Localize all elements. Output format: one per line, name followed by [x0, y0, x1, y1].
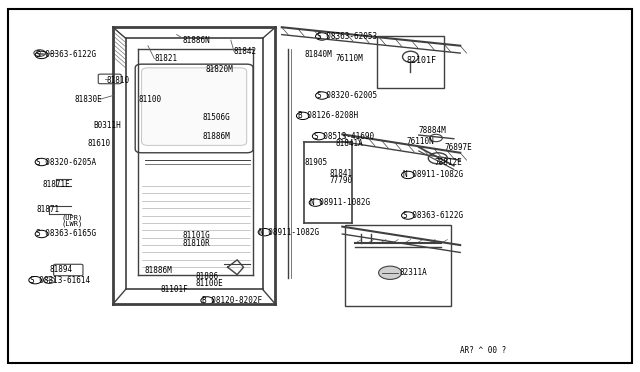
Text: 76897E: 76897E	[444, 143, 472, 152]
Circle shape	[34, 50, 45, 57]
Text: 81886M: 81886M	[145, 266, 173, 275]
Circle shape	[44, 277, 55, 283]
Text: 81886N: 81886N	[183, 36, 211, 45]
Text: 81871E: 81871E	[43, 180, 70, 189]
Text: 81100E: 81100E	[196, 279, 223, 288]
Text: B 08126-8208H: B 08126-8208H	[298, 111, 358, 121]
Text: 81810: 81810	[106, 76, 130, 85]
Text: S 08320-62005: S 08320-62005	[317, 91, 377, 100]
Text: 81841: 81841	[330, 169, 353, 177]
Text: 81871: 81871	[36, 205, 60, 215]
Text: (UPR): (UPR)	[62, 214, 83, 221]
Text: 76110M: 76110M	[336, 54, 364, 63]
Text: 81905: 81905	[304, 157, 327, 167]
Text: 81810R: 81810R	[183, 239, 211, 248]
Text: 78812E: 78812E	[435, 157, 463, 167]
Text: 81886: 81886	[196, 272, 219, 281]
Text: 81842: 81842	[234, 47, 257, 56]
Text: B 08120-8202F: B 08120-8202F	[202, 296, 262, 305]
Text: S 08363-6122G: S 08363-6122G	[403, 211, 463, 220]
Text: 82101F: 82101F	[406, 56, 436, 65]
Text: 78884M: 78884M	[419, 126, 447, 135]
Text: N 08911-1082G: N 08911-1082G	[259, 228, 319, 237]
Text: B0311H: B0311H	[94, 121, 122, 129]
Text: 81101F: 81101F	[161, 285, 188, 294]
Text: S 08320-6205A: S 08320-6205A	[36, 157, 97, 167]
Text: 82311A: 82311A	[399, 268, 428, 277]
Text: 81100: 81100	[138, 95, 161, 104]
Text: 76110N: 76110N	[406, 137, 434, 146]
Text: 81894: 81894	[49, 264, 72, 273]
Text: 81820M: 81820M	[205, 65, 233, 74]
Text: S 08363-62053: S 08363-62053	[317, 32, 377, 41]
Text: (LWR): (LWR)	[62, 221, 83, 227]
Text: 81506G: 81506G	[202, 113, 230, 122]
Text: N 08911-1082G: N 08911-1082G	[310, 198, 371, 207]
Text: 81610: 81610	[88, 139, 111, 148]
Text: 81886M: 81886M	[202, 132, 230, 141]
Text: 81841A: 81841A	[336, 139, 364, 148]
FancyBboxPatch shape	[346, 225, 451, 306]
Text: S 08363-6165G: S 08363-6165G	[36, 230, 97, 238]
Text: N 08911-1082G: N 08911-1082G	[403, 170, 463, 179]
Text: 81821: 81821	[154, 54, 177, 63]
FancyBboxPatch shape	[378, 36, 444, 88]
Text: 81840M: 81840M	[304, 51, 332, 60]
Text: 77790: 77790	[330, 176, 353, 185]
FancyBboxPatch shape	[141, 68, 246, 145]
Text: S 08363-6122G: S 08363-6122G	[36, 51, 97, 60]
Text: 81101G: 81101G	[183, 231, 211, 240]
Text: S 08513-41690: S 08513-41690	[314, 132, 374, 141]
Text: S 08313-61614: S 08313-61614	[30, 276, 90, 285]
Circle shape	[379, 266, 401, 279]
Text: AR? ^ 00 ?: AR? ^ 00 ?	[460, 346, 506, 355]
Text: 81830E: 81830E	[75, 95, 102, 104]
